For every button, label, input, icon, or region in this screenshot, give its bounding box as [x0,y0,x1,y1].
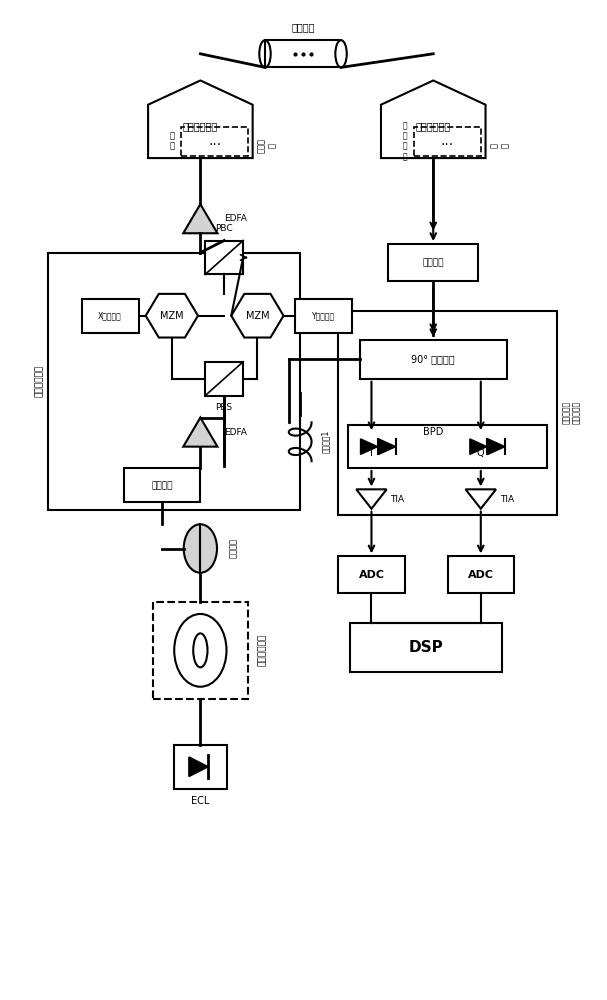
Bar [265,40,341,67]
Polygon shape [189,757,208,776]
Bar [296,299,353,333]
Bar [465,433,492,460]
Text: X偶极信号: X偶极信号 [98,311,122,320]
Bar [205,241,243,274]
Text: 90° 光混频器: 90° 光混频器 [412,354,455,364]
Polygon shape [148,80,253,158]
Bar [447,556,514,593]
Polygon shape [183,418,217,447]
Bar [338,556,405,593]
Text: 单模光纤1: 单模光纤1 [321,430,330,453]
Polygon shape [356,489,387,509]
Ellipse shape [174,614,226,687]
Text: EDFA: EDFA [224,428,247,437]
Text: 外
芯: 外 芯 [169,131,174,151]
Polygon shape [231,294,283,338]
Text: PBS: PBS [215,403,232,412]
Text: 外
芯: 外 芯 [490,143,509,148]
Text: MZM: MZM [160,311,184,321]
Bar [350,623,502,672]
Text: ECL: ECL [191,796,209,806]
Text: TIA: TIA [500,495,514,504]
Text: 中
心
纤
维: 中 心 纤 维 [402,121,407,161]
Text: 单偏振相干
接收调路器: 单偏振相干 接收调路器 [561,401,581,424]
Text: 中心纤
维: 中心纤 维 [257,138,277,153]
Text: 双偏振调制器: 双偏振调制器 [35,365,44,397]
Text: MZM: MZM [246,311,270,321]
Ellipse shape [184,524,217,573]
Text: DSP: DSP [409,640,444,655]
Bar [483,433,510,460]
Bar [359,340,507,379]
Text: BPD: BPD [423,427,444,437]
Bar [356,433,382,460]
Bar [338,311,557,515]
Ellipse shape [335,40,347,67]
Bar [414,127,481,156]
Text: 光频梳产生器: 光频梳产生器 [257,634,266,666]
Text: ...: ... [441,134,454,148]
Text: 光谱路隐: 光谱路隐 [422,258,444,267]
Polygon shape [488,439,505,454]
Text: ADC: ADC [359,570,384,580]
Bar [374,433,401,460]
Text: 光局路隐: 光局路隐 [152,481,173,490]
Bar [388,244,478,281]
Text: EDFA: EDFA [224,214,247,223]
Text: 接收端路由器: 接收端路由器 [416,122,451,132]
Bar [153,602,248,699]
Polygon shape [381,80,486,158]
Polygon shape [361,439,378,454]
Text: ...: ... [208,134,221,148]
Text: TIA: TIA [390,495,405,504]
Bar [205,362,243,396]
Bar [174,745,226,789]
Polygon shape [466,489,496,509]
Polygon shape [146,294,198,338]
Bar [124,468,200,502]
Text: PBC: PBC [215,224,233,233]
Text: ADC: ADC [468,570,493,580]
Bar [81,299,138,333]
Polygon shape [183,204,217,233]
Bar [49,253,300,510]
Bar [181,127,248,156]
Text: 发射端路由器: 发射端路由器 [183,122,218,132]
Text: 光耦合器: 光耦合器 [229,538,238,558]
Text: Y偶极信号: Y偶极信号 [313,311,336,320]
Polygon shape [379,439,396,454]
Text: I: I [370,448,373,458]
Ellipse shape [193,633,208,667]
Polygon shape [470,439,487,454]
Text: Q: Q [477,448,484,458]
Text: 光纤米束: 光纤米束 [291,22,315,32]
Bar [348,425,548,468]
